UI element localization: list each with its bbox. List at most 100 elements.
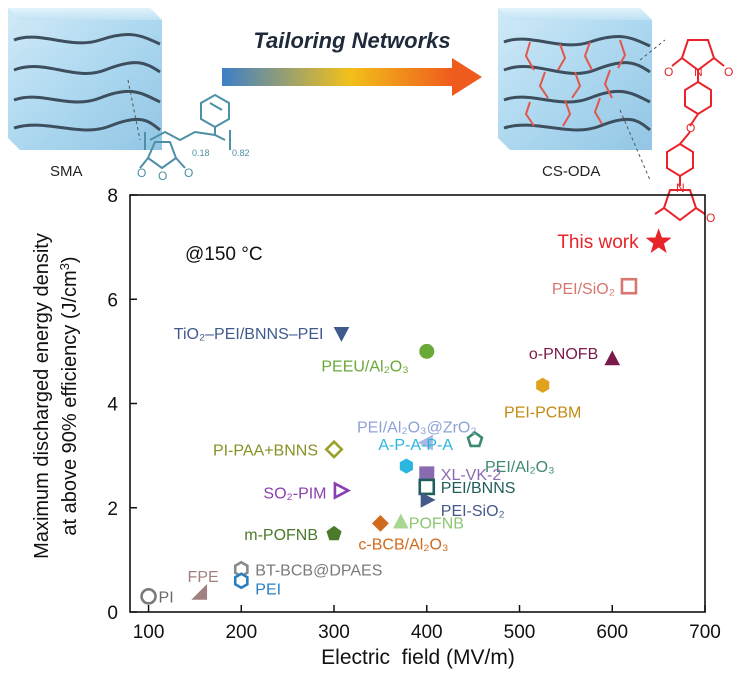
point-label: m-POFNB: [244, 527, 318, 544]
y-axis-label-suffix: ): [59, 256, 81, 263]
y-tick-label: 0: [107, 603, 118, 624]
point-label: PI: [159, 589, 174, 606]
data-point-marker: [233, 572, 249, 590]
data-point-marker: [466, 431, 484, 448]
right-label: CS-ODA: [542, 163, 600, 180]
y-axis-label: Maximum discharged energy density at abo…: [31, 233, 81, 559]
data-point-marker: [399, 458, 413, 474]
y-tick-label: 2: [107, 499, 118, 520]
point-label: PEEU/Al₂O₃: [321, 358, 408, 375]
point-label: XL-VK-2: [441, 467, 502, 484]
data-point-marker: [371, 514, 389, 532]
point-label: PEI-PCBM: [504, 404, 581, 421]
y-axis-label-prefix: at above 90% efficiency (J/cm: [59, 270, 81, 535]
sma-o-2: O: [158, 169, 167, 183]
data-point: [140, 588, 157, 605]
oda-o-4: O: [706, 211, 715, 225]
data-point: [326, 525, 342, 541]
x-tick-label: 700: [689, 622, 721, 643]
point-label: PEI/Al₂O₃: [485, 459, 555, 476]
data-point-marker: [326, 525, 342, 541]
cs-oda-structure: [619, 39, 725, 222]
data-point-marker: [333, 327, 350, 342]
point-label: FPE: [188, 569, 219, 586]
sma-structure: [127, 79, 231, 170]
data-point-marker: [392, 513, 409, 529]
data-point: [417, 434, 433, 451]
point-label: PI-PAA+BNNS: [213, 442, 318, 459]
data-point: [399, 458, 413, 474]
data-point: [419, 343, 435, 359]
y-tick-label: 6: [107, 290, 118, 311]
sma-o-3: O: [184, 166, 193, 180]
y-axis-label-line1: Maximum discharged energy density: [31, 233, 53, 559]
point-label: BT-BCB@DPAES: [255, 562, 382, 579]
x-tick-label: 300: [318, 622, 350, 643]
right-cube: [498, 8, 652, 150]
data-point-marker: [536, 377, 550, 393]
arrow-text: Tailoring Networks: [253, 28, 450, 53]
x-tick-label: 100: [133, 622, 165, 643]
data-point: [333, 481, 352, 500]
y-axis-label-line2: at above 90% efficiency (J/cm3): [57, 256, 82, 535]
data-point: [420, 492, 436, 508]
point-label: POFNB: [409, 515, 464, 532]
data-point-marker: [419, 343, 435, 359]
data-point: [418, 478, 436, 496]
data-point-marker: [418, 478, 436, 496]
data-point: [536, 377, 550, 393]
data-point-marker: [324, 439, 344, 459]
data-point-marker: [333, 481, 352, 500]
data-point-marker: [140, 588, 157, 605]
oda-o-2: O: [724, 65, 733, 79]
data-point: [324, 439, 344, 459]
oda-n-2: N: [676, 181, 685, 195]
data-point: [333, 327, 350, 342]
y-tick-label: 4: [107, 395, 118, 416]
point-label: PEI/Al₂O₃@ZrO₂: [357, 420, 477, 437]
data-point-marker: [620, 277, 638, 295]
data-point-marker: [645, 228, 672, 253]
axis-ticks: 100 200 300 400 500 600 700 0 2 4 6 8: [107, 186, 720, 643]
point-label: This work: [557, 232, 639, 253]
data-points: [140, 228, 672, 605]
point-label: A-P-A-P-A: [378, 437, 453, 454]
data-point: [233, 572, 249, 590]
point-label: PEI/BNNS: [441, 480, 516, 497]
point-label: c-BCB/Al₂O₃: [358, 536, 448, 553]
x-axis-label: Electric field (MV/m): [321, 646, 515, 669]
data-point: [392, 513, 409, 529]
point-label: PEI: [255, 582, 281, 599]
data-point: [466, 431, 484, 448]
oda-o-1: O: [664, 65, 673, 79]
point-label: TiO₂–PEI/BNNS–PEI: [174, 326, 324, 343]
oda-o-3: O: [686, 121, 695, 135]
point-label: SO₂-PIM: [263, 486, 326, 503]
data-point: [371, 514, 389, 532]
oda-n-1: N: [694, 65, 703, 79]
tailoring-arrow: [222, 58, 482, 96]
data-point-marker: [420, 492, 436, 508]
sma-sub-b: 0.82: [232, 148, 250, 158]
x-tick-label: 200: [225, 622, 257, 643]
data-point: [620, 277, 638, 295]
data-point: [191, 583, 208, 600]
data-point-marker: [604, 350, 621, 366]
point-labels: This work PEI/SiO₂ o-PNOFB PEI-PCBM TiO₂–PEI…: [159, 232, 640, 606]
data-point-marker: [417, 434, 433, 451]
data-point: [645, 228, 672, 253]
point-label: PEI-SiO₂: [441, 503, 505, 520]
data-point: [604, 350, 621, 366]
x-tick-label: 500: [504, 622, 536, 643]
left-label: SMA: [50, 163, 83, 180]
point-label: o-PNOFB: [529, 346, 598, 363]
sma-sub-a: 0.18: [192, 148, 210, 158]
y-axis-label-sup: 3: [57, 263, 72, 270]
x-tick-label: 400: [411, 622, 443, 643]
sma-o-1: O: [137, 166, 146, 180]
data-point-marker: [191, 583, 208, 600]
left-cube: [8, 8, 162, 150]
temperature-annotation: @150 °C: [185, 244, 263, 265]
